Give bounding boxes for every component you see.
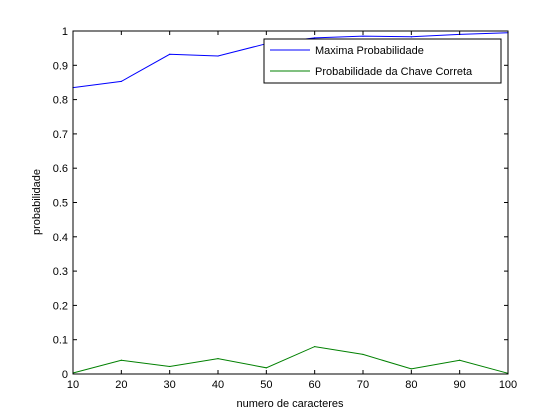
y-tick-label-3: 0.3	[53, 266, 68, 278]
data-point-0-5	[314, 37, 316, 39]
x-tick-label-5: 60	[309, 379, 321, 391]
series-line-1	[72, 346, 509, 374]
x-axis-label: numero de caracteres	[237, 398, 344, 410]
legend-entry-probabilidade-da-chave-correta: Probabilidade da Chave Correta	[315, 66, 473, 78]
y-tick-label-7: 0.7	[53, 129, 68, 141]
x-tick-label-7: 80	[405, 379, 417, 391]
plot-area	[73, 31, 508, 374]
y-tick-label-10: 1	[62, 26, 68, 38]
data-point-1-4	[265, 367, 267, 369]
x-tick-label-1: 20	[115, 379, 127, 391]
data-point-1-8	[459, 359, 461, 361]
data-point-1-2	[169, 365, 171, 368]
y-tick-label-6: 0.6	[53, 163, 68, 175]
data-point-1-3	[217, 357, 219, 360]
data-point-0-2	[169, 53, 171, 55]
x-tick-label-9: 100	[499, 379, 517, 391]
legend-entry-maxima-probabilidade: Maxima Probabilidade	[315, 45, 424, 57]
data-point-1-5	[314, 345, 316, 348]
legend-box	[263, 38, 502, 84]
x-tick-label-4: 50	[260, 379, 272, 391]
y-tick-label-8: 0.8	[53, 95, 68, 107]
data-point-0-6	[362, 35, 364, 37]
ticks-layer: 10 20 30 40 50 60 70 80 90 100 0 0.1 0.2 0.3 0.4 0.5 0.6…	[53, 26, 517, 391]
data-point-0-7	[410, 36, 412, 38]
legend: Maxima Probabilidade Probabilidade da Ch…	[263, 38, 502, 84]
x-tick-label-8: 90	[454, 379, 466, 391]
x-tick-label-0: 10	[67, 379, 79, 391]
x-tick-label-6: 70	[357, 379, 369, 391]
y-tick-label-1: 0.1	[53, 335, 68, 347]
y-tick-label-4: 0.4	[53, 232, 68, 244]
y-tick-label-5: 0.5	[53, 198, 68, 210]
y-axis-label: probabilidade	[31, 169, 43, 235]
data-point-1-7	[410, 368, 412, 370]
data-point-1-1	[120, 359, 122, 361]
data-point-0-3	[217, 55, 219, 57]
y-tick-label-0: 0	[62, 369, 68, 381]
data-point-1-6	[362, 353, 364, 356]
data-point-0-1	[120, 80, 122, 83]
y-tick-label-2: 0.2	[53, 300, 68, 312]
x-tick-label-3: 40	[212, 379, 224, 391]
x-tick-label-2: 30	[164, 379, 176, 391]
y-tick-label-9: 0.9	[53, 60, 68, 72]
